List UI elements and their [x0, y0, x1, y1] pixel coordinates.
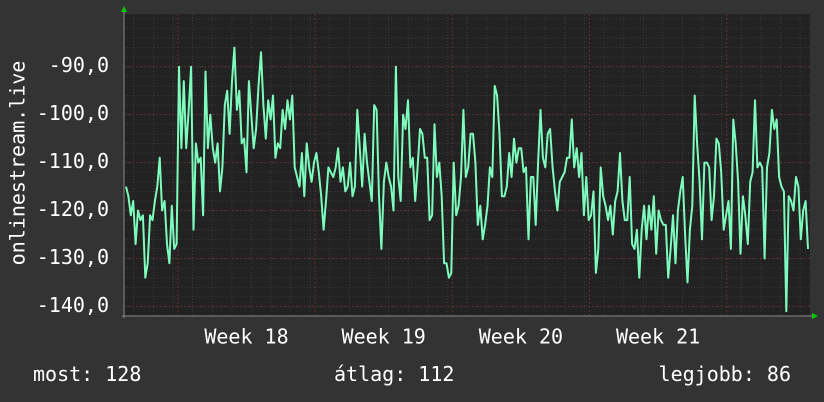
y-tick-label: -110,0 — [37, 149, 109, 173]
x-tick-label: Week 20 — [479, 325, 563, 349]
y-tick-label: -90,0 — [49, 53, 109, 77]
x-tick-label: Week 18 — [204, 325, 288, 349]
x-axis-ticks: Week 18 Week 19 Week 20 Week 21 — [204, 325, 700, 349]
y-tick-label: -120,0 — [37, 197, 109, 221]
series-line — [125, 46, 809, 313]
y-axis-arrow — [121, 6, 127, 12]
line-chart: -90,0 -100,0 -110,0 -120,0 -130,0 -140,0 Week… — [6, 6, 818, 349]
stat-best: legjobb: 86 — [658, 362, 791, 386]
y-tick-label: -130,0 — [37, 245, 109, 269]
x-tick-label: Week 19 — [342, 325, 426, 349]
stat-current: most: 128 — [33, 362, 142, 386]
y-axis-ticks: -90,0 -100,0 -110,0 -120,0 -130,0 -140,0 — [37, 53, 109, 317]
y-tick-label: -100,0 — [37, 101, 109, 125]
series-layer — [125, 46, 809, 313]
y-axis-label: onlinestream.live — [6, 61, 30, 266]
x-tick-label: Week 21 — [616, 325, 700, 349]
stat-average: átlag: 112 — [334, 362, 455, 386]
x-axis-arrow — [812, 313, 818, 319]
axes — [121, 6, 818, 319]
stats-footer: most: 128 átlag: 112 legjobb: 86 — [0, 358, 824, 392]
y-tick-label: -140,0 — [37, 293, 109, 317]
